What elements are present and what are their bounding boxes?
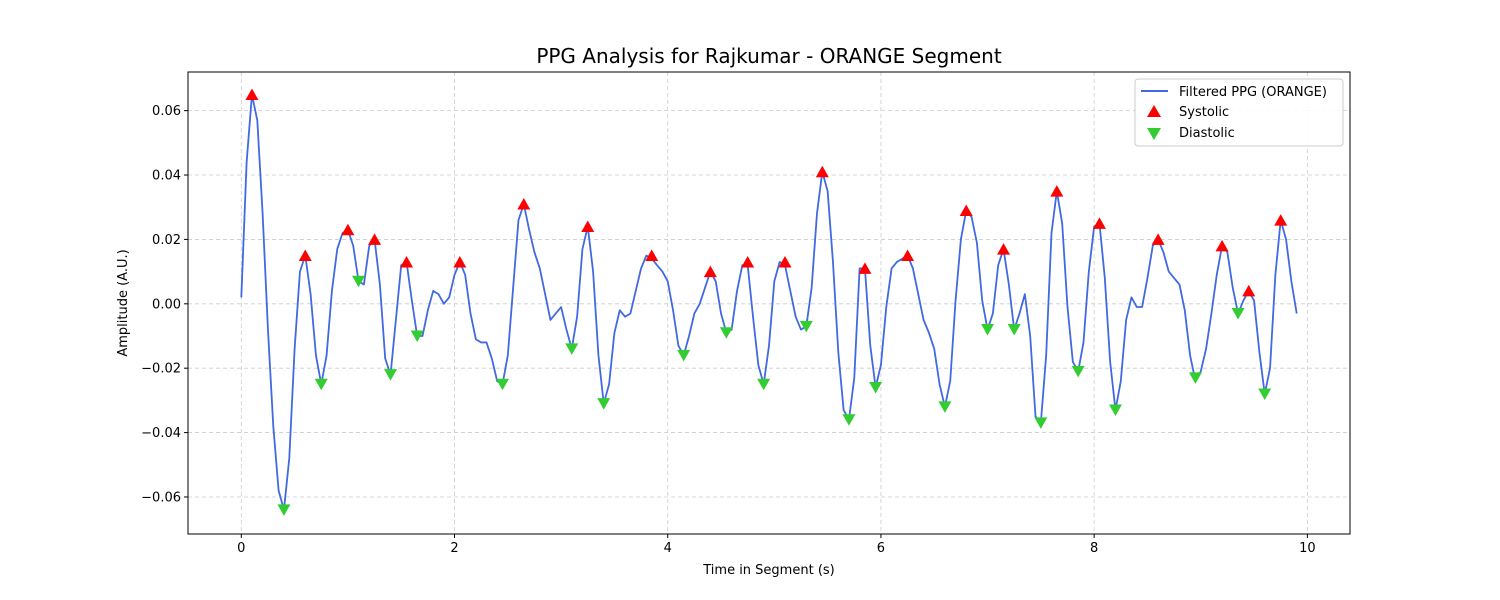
diastolic-marker [1188,372,1202,384]
chart-title: PPG Analysis for Rajkumar - ORANGE Segme… [536,44,1002,68]
systolic-marker [245,88,259,101]
y-tick-label: 0.00 [152,297,181,312]
systolic-marker [645,249,659,262]
diastolic-marker [677,349,691,362]
x-tick-label: 2 [450,541,458,556]
diastolic-marker [799,320,813,333]
diastolic-marker [981,324,995,336]
plot-area [240,88,1298,516]
x-tick-label: 0 [237,541,245,556]
diastolic-marker [1071,365,1085,378]
diastolic-marker [938,401,952,413]
x-axis: 0 2 4 6 8 10 [237,534,1316,556]
systolic-marker [1242,284,1256,297]
y-tick-label: 0.06 [152,104,181,119]
y-axis: −0.06 −0.04 −0.02 0.00 0.02 0.04 0.06 [141,104,188,505]
legend-label-systolic: Systolic [1179,105,1229,120]
diastolic-marker [842,414,856,426]
legend: Filtered PPG (ORANGE) Systolic Diastolic [1134,78,1344,147]
x-tick-label: 10 [1299,541,1316,556]
systolic-marker [741,255,755,268]
grid-lines [188,72,1350,534]
y-tick-label: 0.02 [152,233,181,248]
axes-frame [187,71,1351,535]
diastolic-marker [495,378,509,391]
y-tick-label: −0.04 [141,426,181,441]
diastolic-marker [277,504,291,516]
systolic-marker [703,265,717,278]
diastolic-marker [1258,388,1272,400]
systolic-marker [581,220,595,233]
legend-diastolic-swatch [1147,128,1161,140]
systolic-marker [1151,233,1165,245]
systolic-marker [1215,239,1229,252]
legend-box [1134,78,1344,147]
y-tick-label: −0.02 [141,362,181,377]
diastolic-marker [1034,417,1048,429]
diastolic-marker [757,378,771,391]
x-tick-label: 4 [664,541,672,556]
diastolic-marker [565,343,579,355]
systolic-marker [517,198,531,210]
systolic-marker [1274,214,1288,226]
diastolic-marker [597,398,611,410]
filtered-ppg-line [240,93,1298,511]
systolic-marker [298,249,312,262]
diastolic-marker [869,382,883,394]
systolic-marker [368,233,382,245]
systolic-marker [997,243,1011,255]
systolic-marker [341,223,355,236]
systolic-marker [1092,217,1106,229]
diastolic-marker [314,378,328,391]
x-axis-label: Time in Segment (s) [702,563,834,578]
x-tick-label: 6 [877,541,885,556]
systolic-marker [959,204,973,216]
x-tick-label: 8 [1090,541,1098,556]
diastolic-marker [1231,307,1245,320]
diastolic-marker [410,330,424,342]
systolic-marker [453,255,467,268]
legend-systolic-swatch [1147,105,1161,117]
legend-label-filtered-ppg: Filtered PPG (ORANGE) [1179,85,1327,100]
diastolic-marker [1108,404,1122,417]
systolic-marker [400,255,414,268]
systolic-marker [858,262,872,274]
systolic-marker [815,165,829,178]
diastolic-marker [352,275,366,288]
systolic-marker [901,249,915,262]
diastolic-marker [1007,324,1021,336]
y-tick-label: −0.06 [141,490,181,505]
legend-label-diastolic: Diastolic [1179,126,1235,141]
diastolic-marker [719,327,733,339]
systolic-marker [1050,185,1064,197]
y-axis-label: Amplitude (A.U.) [116,249,131,356]
systolic-marker [778,255,792,268]
diastolic-marker [384,369,398,381]
y-tick-label: 0.04 [152,169,181,184]
